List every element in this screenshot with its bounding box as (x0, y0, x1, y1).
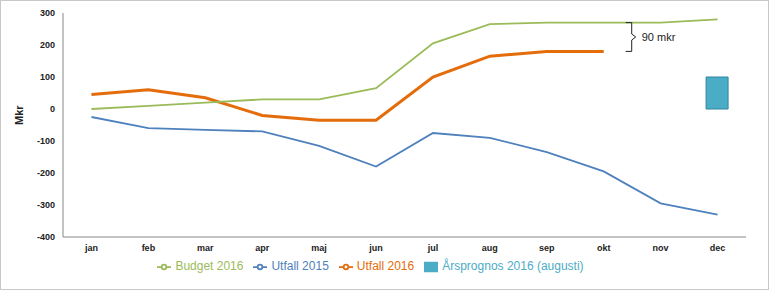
svg-text:200: 200 (40, 40, 55, 50)
svg-text:dec: dec (710, 243, 726, 253)
html-text:Budget 2016: Budget 2016 (175, 259, 244, 273)
svg-text:jul: jul (427, 243, 439, 253)
svg-text:-100: -100 (37, 136, 55, 146)
svg-text:Mkr: Mkr (13, 105, 25, 125)
svg-text:sep: sep (539, 243, 555, 253)
svg-text:-300: -300 (37, 200, 55, 210)
svg-text:aug: aug (482, 243, 498, 253)
svg-text:nov: nov (653, 243, 669, 253)
html-text:Utfall 2016: Utfall 2016 (356, 259, 415, 273)
svg-text:apr: apr (255, 243, 270, 253)
svg-text:jun: jun (368, 243, 383, 253)
svg-text:-400: -400 (37, 232, 55, 242)
svg-text:-200: -200 (37, 168, 55, 178)
svg-text:mar: mar (197, 243, 214, 253)
svg-text:0: 0 (50, 104, 55, 114)
svg-text:100: 100 (40, 72, 55, 82)
svg-text:maj: maj (311, 243, 327, 253)
svg-text:jan: jan (84, 243, 98, 253)
svg-text:90 mkr: 90 mkr (642, 31, 676, 43)
html-text:Årsprognos 2016 (augusti): Årsprognos 2016 (augusti) (442, 259, 584, 273)
html-text:Utfall 2015: Utfall 2015 (271, 259, 329, 273)
svg-text:okt: okt (597, 243, 611, 253)
svg-text:300: 300 (40, 8, 55, 18)
svg-text:feb: feb (142, 243, 156, 253)
